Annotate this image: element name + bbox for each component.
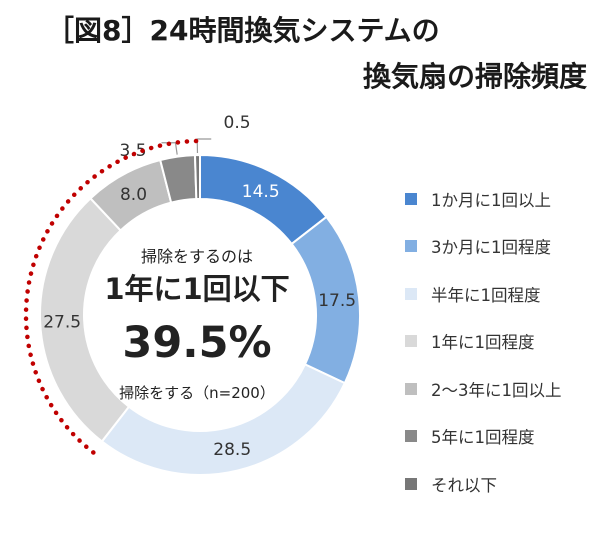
center-percentage: 39.5% bbox=[122, 318, 272, 368]
center-note: 掃除をする（n=200） bbox=[119, 384, 275, 402]
slice-6-leader-line bbox=[161, 142, 178, 155]
chart-title-line-1: ［図8］24時間換気システムの bbox=[46, 14, 440, 47]
highlight-dotted-arc bbox=[23, 138, 203, 455]
legend-swatch bbox=[405, 335, 417, 347]
legend-item-2: 3か月に1回程度 bbox=[405, 234, 615, 259]
slice-7-leader-line bbox=[196, 138, 212, 154]
center-headline: 1年に1回以下 bbox=[104, 272, 290, 306]
legend-label: 半年に1回程度 bbox=[431, 285, 541, 305]
legend-item-6: 5年に1回程度 bbox=[405, 424, 615, 449]
slice-5-data-label: 8.0 bbox=[120, 185, 147, 205]
slice-7-arc bbox=[193, 153, 201, 201]
slice-1-data-label: 14.5 bbox=[242, 182, 280, 202]
legend-label: 3か月に1回程度 bbox=[431, 238, 551, 257]
chart-title-line-2: 換気扇の掃除頻度 bbox=[362, 60, 587, 93]
legend-label: 2～3年に1回以上 bbox=[431, 380, 562, 400]
legend-label: 1年に1回程度 bbox=[431, 333, 535, 352]
legend-item-7: それ以下 bbox=[405, 471, 615, 496]
legend-item-5: 2～3年に1回以上 bbox=[405, 376, 615, 401]
chart-legend: 1か月に1回以上 3か月に1回程度 半年に1回程度 1年に1回程度 2～3年に1回以上 5… bbox=[405, 186, 615, 519]
legend-swatch bbox=[405, 240, 417, 252]
legend-swatch bbox=[405, 477, 417, 490]
slice-7-data-label: 0.5 bbox=[224, 113, 251, 133]
legend-item-3: 半年に1回程度 bbox=[405, 281, 615, 306]
slice-2-data-label: 17.5 bbox=[318, 291, 356, 311]
slice-3-data-label: 28.5 bbox=[213, 440, 251, 460]
center-caption: 掃除をするのは bbox=[140, 247, 253, 266]
legend-swatch bbox=[405, 287, 417, 300]
legend-swatch bbox=[405, 430, 417, 442]
legend-label: 5年に1回程度 bbox=[431, 428, 535, 447]
slice-4-data-label: 27.5 bbox=[43, 313, 81, 333]
legend-item-1: 1か月に1回以上 bbox=[405, 186, 615, 211]
legend-swatch bbox=[405, 192, 417, 205]
legend-label: 1か月に1回以上 bbox=[431, 190, 551, 210]
legend-swatch bbox=[405, 382, 417, 395]
legend-label: それ以下 bbox=[431, 475, 497, 495]
legend-item-4: 1年に1回程度 bbox=[405, 329, 615, 354]
